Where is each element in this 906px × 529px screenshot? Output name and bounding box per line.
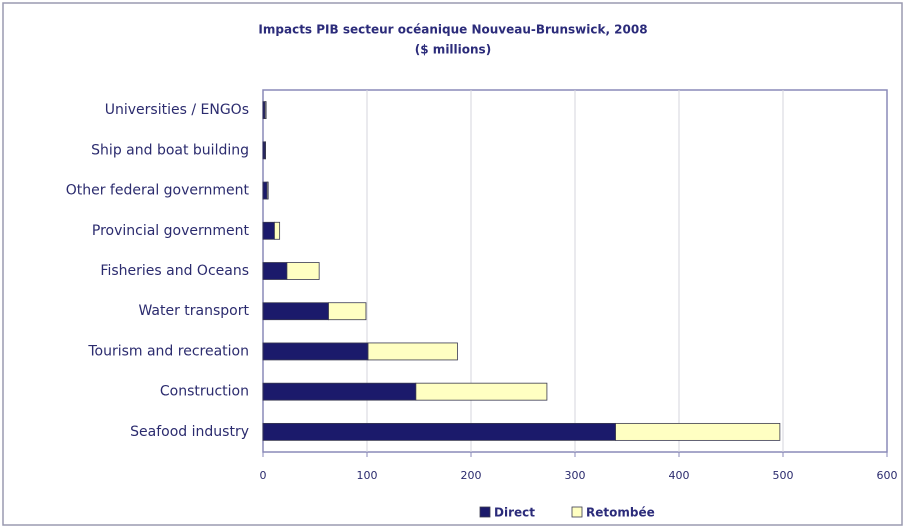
bar-segment xyxy=(262,342,369,361)
bar-segment xyxy=(274,221,281,240)
chart-title: Impacts PIB secteur océanique Nouveau-Br… xyxy=(258,23,647,37)
bar-segment xyxy=(264,141,266,160)
bar-segment xyxy=(262,302,329,321)
bar-segment xyxy=(262,422,616,441)
x-tick-label: 500 xyxy=(773,469,794,482)
x-tick-label: 300 xyxy=(565,469,586,482)
legend-label: Direct xyxy=(494,506,535,520)
bar-segment xyxy=(264,101,267,120)
legend-swatch xyxy=(571,506,583,518)
bar-segment xyxy=(415,382,548,401)
bar-segment xyxy=(328,302,367,321)
chart-subtitle: ($ millions) xyxy=(415,43,491,57)
x-tick-label: 400 xyxy=(669,469,690,482)
legend-swatch xyxy=(479,506,491,518)
bar-segment xyxy=(262,221,275,240)
x-tick-label: 600 xyxy=(877,469,898,482)
legend-label: Retombée xyxy=(586,506,655,520)
y-tick-label: Universities / ENGOs xyxy=(105,102,249,118)
y-tick-label: Seafood industry xyxy=(130,424,249,440)
y-tick-label: Provincial government xyxy=(92,223,250,239)
x-tick-label: 0 xyxy=(260,469,267,482)
bar-segment xyxy=(262,262,288,280)
bar-segment xyxy=(615,422,781,441)
y-tick-label: Water transport xyxy=(138,303,249,319)
x-tick-label: 200 xyxy=(461,469,482,482)
bar-segment xyxy=(367,342,458,361)
bar-segment xyxy=(262,181,268,200)
y-tick-label: Ship and boat building xyxy=(91,142,249,158)
bar-segment xyxy=(286,262,320,280)
bar-segment xyxy=(262,382,417,401)
x-tick-label: 100 xyxy=(357,469,378,482)
y-tick-label: Fisheries and Oceans xyxy=(100,263,249,279)
y-tick-label: Tourism and recreation xyxy=(87,343,249,359)
y-tick-label: Construction xyxy=(160,384,249,400)
y-tick-label: Other federal government xyxy=(66,183,250,199)
bar-segment xyxy=(266,181,269,200)
